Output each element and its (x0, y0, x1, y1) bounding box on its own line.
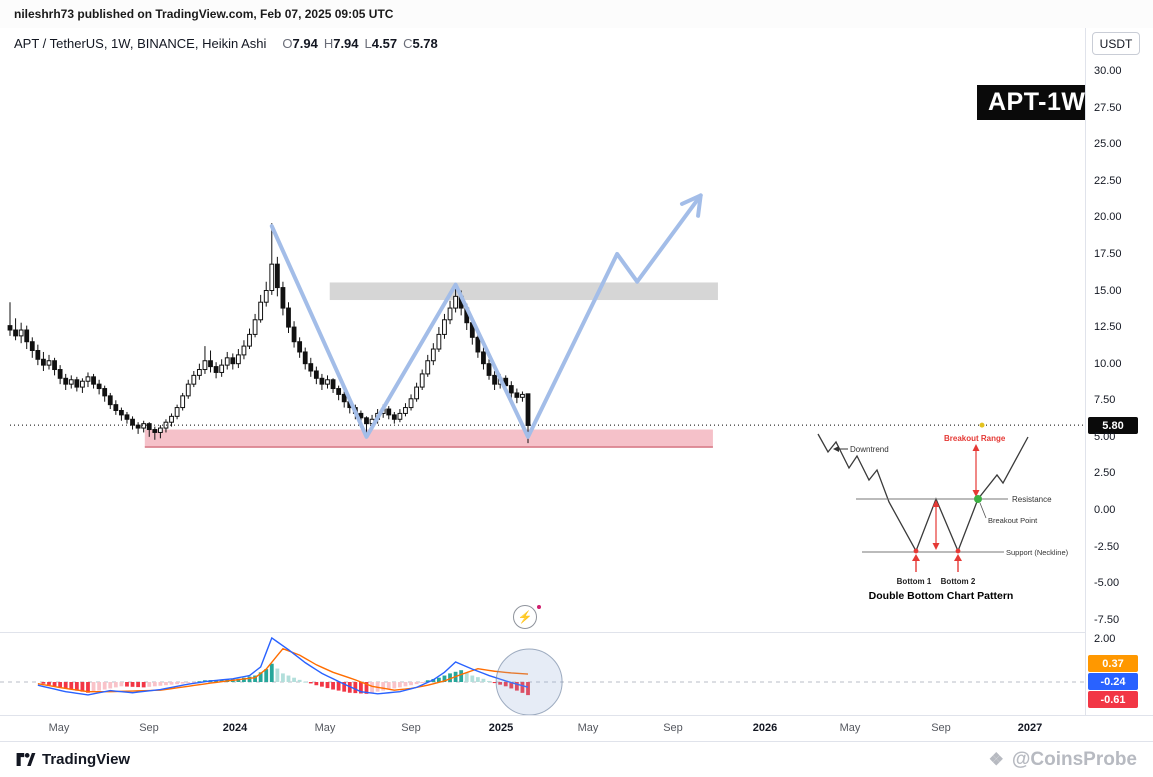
tradingview-mark-icon (16, 753, 36, 766)
macd-scale-label: 2.00 (1094, 633, 1116, 645)
price-axis-label: 0.00 (1094, 504, 1116, 516)
time-axis-label: May (839, 722, 861, 734)
inset-breakout-point-label: Breakout Point (988, 516, 1038, 525)
price-axis-label: -7.50 (1094, 613, 1120, 626)
time-axis-label: Sep (401, 722, 421, 734)
tradingview-label: TradingView (42, 751, 131, 768)
time-axis-label: 2027 (1017, 722, 1043, 734)
publication-text: nileshrh73 published on TradingView.com,… (14, 7, 394, 21)
price-line-marker-dot (979, 422, 985, 428)
price-axis-label: 17.50 (1094, 247, 1122, 260)
time-axis-label: Sep (139, 722, 159, 734)
projection-arrow-head (679, 193, 703, 218)
footer-bar: TradingView ❖ @CoinsProbe (0, 741, 1153, 777)
candles-layer (7, 223, 531, 444)
chart-legend[interactable]: APT / TetherUS, 1W, BINANCE, Heikin Ashi… (14, 36, 438, 51)
high-label: H (323, 36, 334, 51)
watermark-text: @CoinsProbe (1011, 748, 1137, 770)
macd-histogram (41, 663, 530, 696)
time-axis-label: May (314, 722, 336, 734)
price-axis-label: -2.50 (1094, 540, 1120, 553)
publication-bar: nileshrh73 published on TradingView.com,… (0, 0, 1153, 28)
highlight-circle[interactable] (495, 648, 563, 716)
price-axis-label: 7.50 (1094, 394, 1116, 407)
support-zone[interactable] (144, 429, 713, 448)
price-axis-label: 30.00 (1094, 65, 1122, 77)
inset-breakout-point-dot (974, 495, 982, 503)
macd-value-badge: -0.61 (1088, 691, 1138, 708)
double-bottom-inset: Downtrend Breakout Range Resistance Breakou… (809, 428, 1073, 612)
price-axis-label: 27.50 (1094, 101, 1122, 114)
inset-downtrend-label: Downtrend (850, 445, 889, 454)
macd-line (37, 636, 529, 696)
tradingview-logo[interactable]: TradingView (16, 751, 130, 768)
price-axis-label: 2.50 (1094, 467, 1116, 480)
price-axis-label: 15.00 (1094, 284, 1122, 297)
boost-dot-icon (537, 605, 541, 609)
currency-button[interactable]: USDT (1092, 32, 1140, 55)
time-axis-label: 2024 (222, 722, 248, 734)
price-axis-label: 10.00 (1094, 357, 1122, 370)
inset-breakout-range-label: Breakout Range (944, 434, 1006, 443)
projection-arrow[interactable] (269, 193, 703, 439)
watermark: ❖ @CoinsProbe (989, 749, 1137, 771)
close-value: 5.78 (412, 36, 438, 51)
price-axis-label: 25.00 (1094, 138, 1122, 151)
inset-support-label: Support (Neckline) (1006, 548, 1069, 557)
coinsprobe-icon: ❖ (988, 749, 1004, 769)
open-label: O (282, 36, 293, 51)
time-axis-label: Sep (663, 722, 683, 734)
time-axis-label: Sep (931, 722, 951, 734)
time-axis-label: 2026 (752, 722, 778, 734)
price-axis-label: 20.00 (1094, 211, 1122, 224)
inset-title: Double Bottom Chart Pattern (869, 590, 1014, 602)
time-axis-label: May (577, 722, 599, 734)
boost-icon[interactable]: ⚡ (513, 605, 537, 629)
resistance-zone[interactable] (329, 282, 718, 301)
open-value: 7.94 (292, 36, 318, 51)
low-label: L (364, 36, 372, 51)
price-axis[interactable]: USDT 5.80 30.00 27.50 25.00 22.50 20.00 17.50… (1085, 28, 1153, 741)
price-axis-label: 5.00 (1094, 430, 1116, 443)
close-label: C (403, 36, 413, 51)
boost-glyph: ⚡ (517, 610, 533, 624)
low-value: 4.57 (371, 36, 398, 51)
price-axis-label: 12.50 (1094, 321, 1122, 334)
macd-value-badge: 0.37 (1088, 655, 1138, 672)
time-axis-label: May (48, 722, 70, 734)
time-axis[interactable]: May Sep 2024 May Sep 2025 May Sep 2026 May Sep 2027 (0, 715, 1153, 741)
price-axis-label: 22.50 (1094, 174, 1122, 187)
macd-value-badge: -0.24 (1088, 673, 1138, 690)
inset-bottom1-label: Bottom 1 (897, 577, 932, 586)
inset-bottom2-label: Bottom 2 (941, 577, 976, 586)
high-value: 7.94 (333, 36, 359, 51)
time-axis-label: 2025 (488, 722, 514, 734)
last-price-badge: 5.80 (1088, 417, 1138, 435)
price-axis-label: -5.00 (1094, 577, 1120, 590)
inset-resistance-label: Resistance (1012, 495, 1052, 504)
symbol-title[interactable]: APT / TetherUS, 1W, BINANCE, Heikin Ashi (14, 36, 267, 51)
timeframe-badge: APT-1W (977, 85, 1097, 120)
